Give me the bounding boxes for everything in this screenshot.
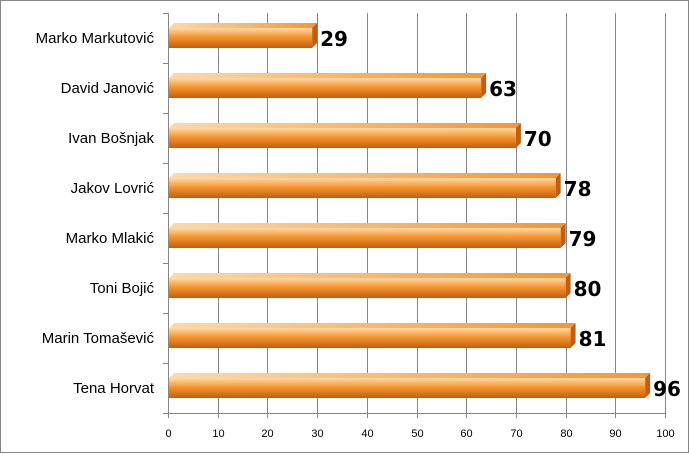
bar-front-face [169, 278, 566, 298]
bar-front-face [169, 228, 561, 248]
x-tick-label: 10 [212, 428, 224, 440]
bar-side-face [645, 373, 651, 398]
data-label: 78 [564, 177, 592, 201]
bar-top-face [169, 223, 566, 228]
bar [169, 173, 561, 198]
bars [169, 23, 651, 398]
bar-top-face [169, 373, 651, 378]
labels: 0 10 20 30 40 50 60 70 80 90 100 Marko Markutović 29… [36, 27, 681, 440]
x-tick-label: 50 [411, 428, 423, 440]
x-tick-label: 90 [609, 428, 621, 440]
category-label: Ivan Bošnjak [68, 130, 154, 147]
x-tick-label: 60 [460, 428, 472, 440]
category-label: David Janović [61, 80, 155, 97]
category-label: Marin Tomašević [42, 330, 155, 347]
bar-front-face [169, 178, 556, 198]
bar [169, 23, 318, 48]
x-tick-label: 30 [311, 428, 323, 440]
bar-side-face [570, 323, 576, 348]
bar-side-face [555, 173, 561, 198]
category-label: Jakov Lovrić [71, 180, 155, 197]
category-label: Tena Horvat [73, 380, 155, 397]
bar-front-face [169, 328, 571, 348]
category-label: Marko Markutović [36, 30, 155, 47]
bar-side-face [560, 223, 566, 248]
bar-side-face [565, 273, 571, 298]
data-label: 96 [653, 377, 681, 401]
data-label: 70 [524, 127, 552, 151]
x-tick-label: 0 [165, 428, 171, 440]
bar-top-face [169, 73, 487, 78]
bar-side-face [481, 73, 487, 98]
x-tick-label: 40 [361, 428, 373, 440]
bar-side-face [515, 123, 521, 148]
data-label: 29 [320, 27, 348, 51]
bar [169, 373, 651, 398]
bar [169, 123, 521, 148]
category-label: Toni Bojić [90, 280, 155, 297]
bar-top-face [169, 323, 576, 328]
bar [169, 273, 571, 298]
bar-top-face [169, 123, 521, 128]
bar-front-face [169, 28, 313, 48]
bar-side-face [312, 23, 318, 48]
bar-front-face [169, 128, 516, 148]
data-label: 63 [489, 77, 517, 101]
category-label: Marko Mlakić [66, 230, 155, 247]
bar [169, 323, 576, 348]
bar-top-face [169, 273, 571, 278]
x-tick-label: 70 [510, 428, 522, 440]
bar [169, 223, 566, 248]
x-tick-label: 100 [656, 428, 674, 440]
data-label: 79 [569, 227, 597, 251]
axes [163, 13, 666, 418]
bar-front-face [169, 378, 646, 398]
bar-top-face [169, 173, 561, 178]
x-tick-label: 20 [261, 428, 273, 440]
data-label: 81 [579, 327, 607, 351]
x-tick-label: 80 [560, 428, 572, 440]
bar-top-face [169, 23, 318, 28]
bar-front-face [169, 78, 482, 98]
data-label: 80 [574, 277, 602, 301]
bar [169, 73, 487, 98]
